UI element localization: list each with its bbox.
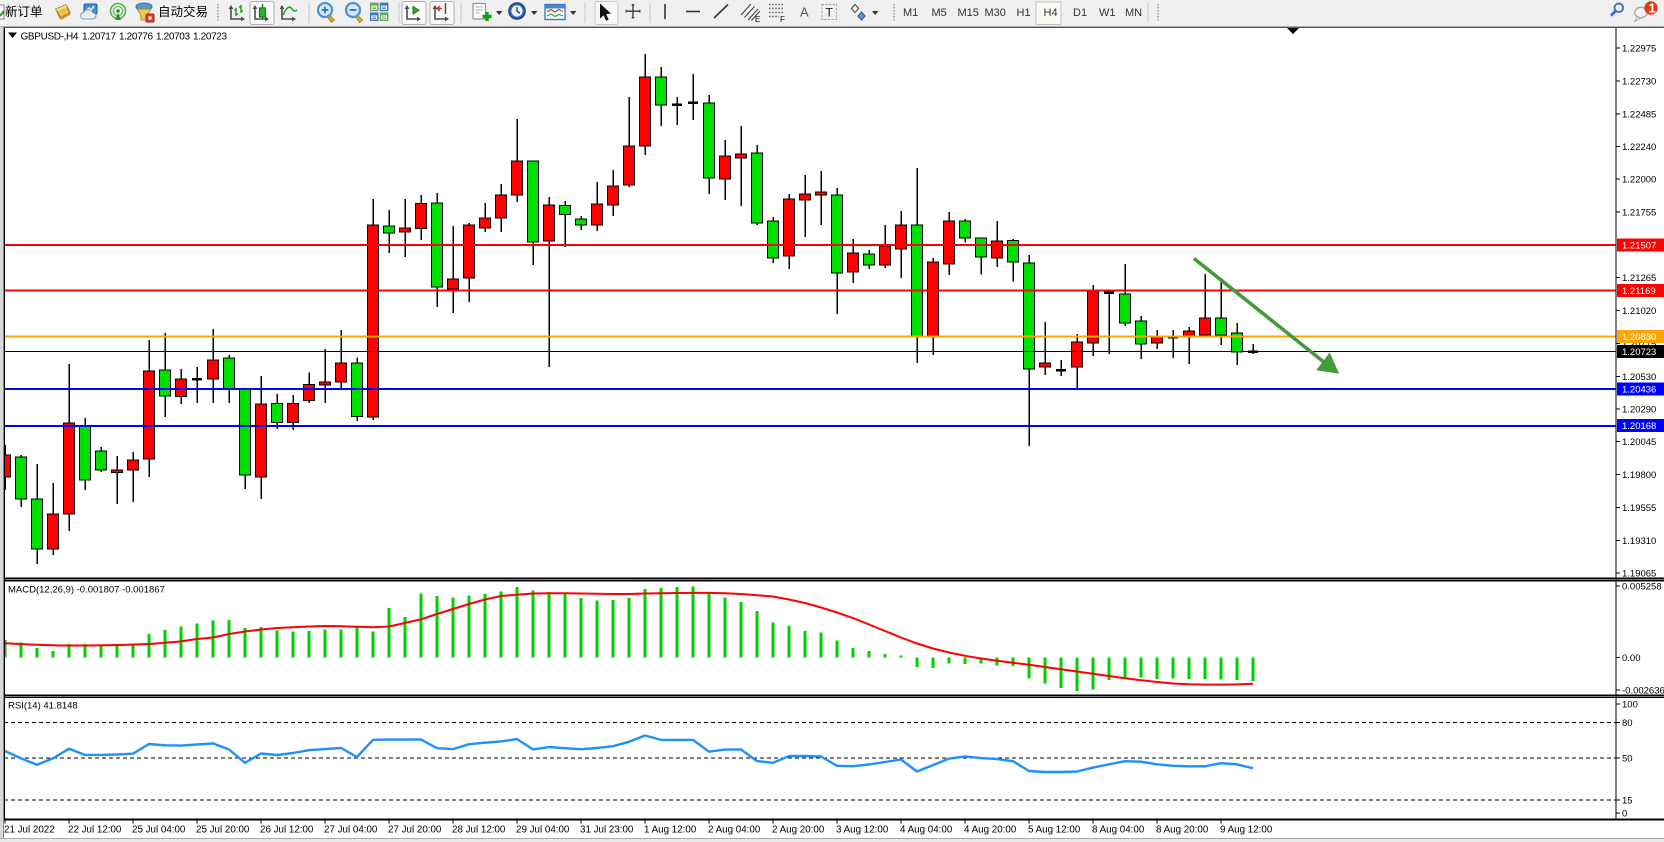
svg-text:-0.002636: -0.002636 bbox=[1622, 686, 1664, 697]
svg-text:28 Jul 12:00: 28 Jul 12:00 bbox=[452, 825, 506, 836]
svg-text:1.21507: 1.21507 bbox=[1622, 241, 1656, 252]
svg-text:GBPUSD-,H4: GBPUSD-,H4 bbox=[21, 32, 79, 43]
svg-text:M15: M15 bbox=[958, 7, 979, 19]
svg-text:3 Aug 12:00: 3 Aug 12:00 bbox=[836, 825, 889, 836]
svg-text:1.19310: 1.19310 bbox=[1622, 536, 1656, 547]
svg-text:100: 100 bbox=[1622, 700, 1638, 711]
svg-text:RSI(14) 41.8148: RSI(14) 41.8148 bbox=[8, 701, 78, 712]
svg-text:80: 80 bbox=[1622, 718, 1633, 729]
svg-text:1.22000: 1.22000 bbox=[1622, 175, 1656, 186]
svg-text:21 Jul 2022: 21 Jul 2022 bbox=[4, 825, 55, 836]
svg-text:1.21265: 1.21265 bbox=[1622, 273, 1656, 284]
svg-text:H1: H1 bbox=[1017, 7, 1031, 19]
svg-text:1.20775: 1.20775 bbox=[1622, 339, 1656, 350]
svg-text:1.19800: 1.19800 bbox=[1622, 470, 1656, 481]
svg-text:0.00: 0.00 bbox=[1622, 653, 1641, 664]
svg-text:E: E bbox=[755, 15, 760, 24]
svg-text:50: 50 bbox=[1622, 754, 1633, 765]
svg-text:1.20717: 1.20717 bbox=[82, 32, 116, 43]
svg-text:8 Aug 04:00: 8 Aug 04:00 bbox=[1092, 825, 1145, 836]
svg-text:H4: H4 bbox=[1044, 7, 1058, 19]
svg-text:0: 0 bbox=[1622, 809, 1627, 820]
svg-text:22 Jul 12:00: 22 Jul 12:00 bbox=[68, 825, 122, 836]
svg-text:5 Aug 12:00: 5 Aug 12:00 bbox=[1028, 825, 1081, 836]
svg-text:2 Aug 04:00: 2 Aug 04:00 bbox=[708, 825, 761, 836]
svg-text:M1: M1 bbox=[903, 7, 918, 19]
svg-text:T: T bbox=[826, 6, 834, 20]
svg-text:31 Jul 23:00: 31 Jul 23:00 bbox=[580, 825, 634, 836]
svg-text:1.22240: 1.22240 bbox=[1622, 142, 1656, 153]
svg-text:9 Aug 12:00: 9 Aug 12:00 bbox=[1220, 825, 1273, 836]
svg-text:27 Jul 04:00: 27 Jul 04:00 bbox=[324, 825, 378, 836]
svg-text:1.20290: 1.20290 bbox=[1622, 405, 1656, 416]
svg-text:1.20723: 1.20723 bbox=[1622, 347, 1656, 358]
svg-text:1.20830: 1.20830 bbox=[1622, 332, 1656, 343]
svg-text:8 Aug 20:00: 8 Aug 20:00 bbox=[1156, 825, 1209, 836]
svg-text:MACD(12,26,9) -0.001807 -0.001: MACD(12,26,9) -0.001807 -0.001867 bbox=[8, 585, 165, 596]
svg-text:M5: M5 bbox=[932, 7, 947, 19]
svg-text:新订单: 新订单 bbox=[5, 4, 43, 19]
svg-text:25 Jul 04:00: 25 Jul 04:00 bbox=[132, 825, 186, 836]
svg-text:15: 15 bbox=[1622, 796, 1633, 807]
svg-text:1.19555: 1.19555 bbox=[1622, 503, 1656, 514]
svg-text:1.22730: 1.22730 bbox=[1622, 77, 1656, 88]
svg-text:M30: M30 bbox=[985, 7, 1006, 19]
svg-text:25 Jul 20:00: 25 Jul 20:00 bbox=[196, 825, 250, 836]
svg-text:1: 1 bbox=[1649, 2, 1656, 16]
svg-text:1.20168: 1.20168 bbox=[1622, 421, 1656, 432]
svg-text:1.20723: 1.20723 bbox=[193, 32, 227, 43]
svg-text:1.20045: 1.20045 bbox=[1622, 437, 1656, 448]
svg-text:2 Aug 20:00: 2 Aug 20:00 bbox=[772, 825, 825, 836]
svg-text:1.22485: 1.22485 bbox=[1622, 110, 1656, 121]
svg-text:MN: MN bbox=[1125, 7, 1142, 19]
svg-text:1.20436: 1.20436 bbox=[1622, 385, 1656, 396]
svg-text:1.19065: 1.19065 bbox=[1622, 569, 1656, 580]
svg-text:1.22975: 1.22975 bbox=[1622, 44, 1656, 55]
svg-text:27 Jul 20:00: 27 Jul 20:00 bbox=[388, 825, 442, 836]
svg-text:26 Jul 12:00: 26 Jul 12:00 bbox=[260, 825, 314, 836]
svg-text:D1: D1 bbox=[1073, 7, 1087, 19]
svg-text:A: A bbox=[800, 5, 809, 20]
svg-text:1.21020: 1.21020 bbox=[1622, 306, 1656, 317]
svg-text:0.005258: 0.005258 bbox=[1622, 582, 1662, 593]
svg-text:29 Jul 04:00: 29 Jul 04:00 bbox=[516, 825, 570, 836]
svg-text:4 Aug 04:00: 4 Aug 04:00 bbox=[900, 825, 953, 836]
svg-text:自动交易: 自动交易 bbox=[158, 4, 208, 19]
svg-text:1.20530: 1.20530 bbox=[1622, 372, 1656, 383]
svg-text:1.21169: 1.21169 bbox=[1622, 286, 1656, 297]
svg-text:4 Aug 20:00: 4 Aug 20:00 bbox=[964, 825, 1017, 836]
svg-text:1.20776: 1.20776 bbox=[119, 32, 153, 43]
svg-text:1.21755: 1.21755 bbox=[1622, 208, 1656, 219]
svg-text:1 Aug 12:00: 1 Aug 12:00 bbox=[644, 825, 697, 836]
svg-text:F: F bbox=[780, 15, 785, 24]
svg-text:W1: W1 bbox=[1099, 7, 1116, 19]
svg-text:1.20703: 1.20703 bbox=[156, 32, 190, 43]
